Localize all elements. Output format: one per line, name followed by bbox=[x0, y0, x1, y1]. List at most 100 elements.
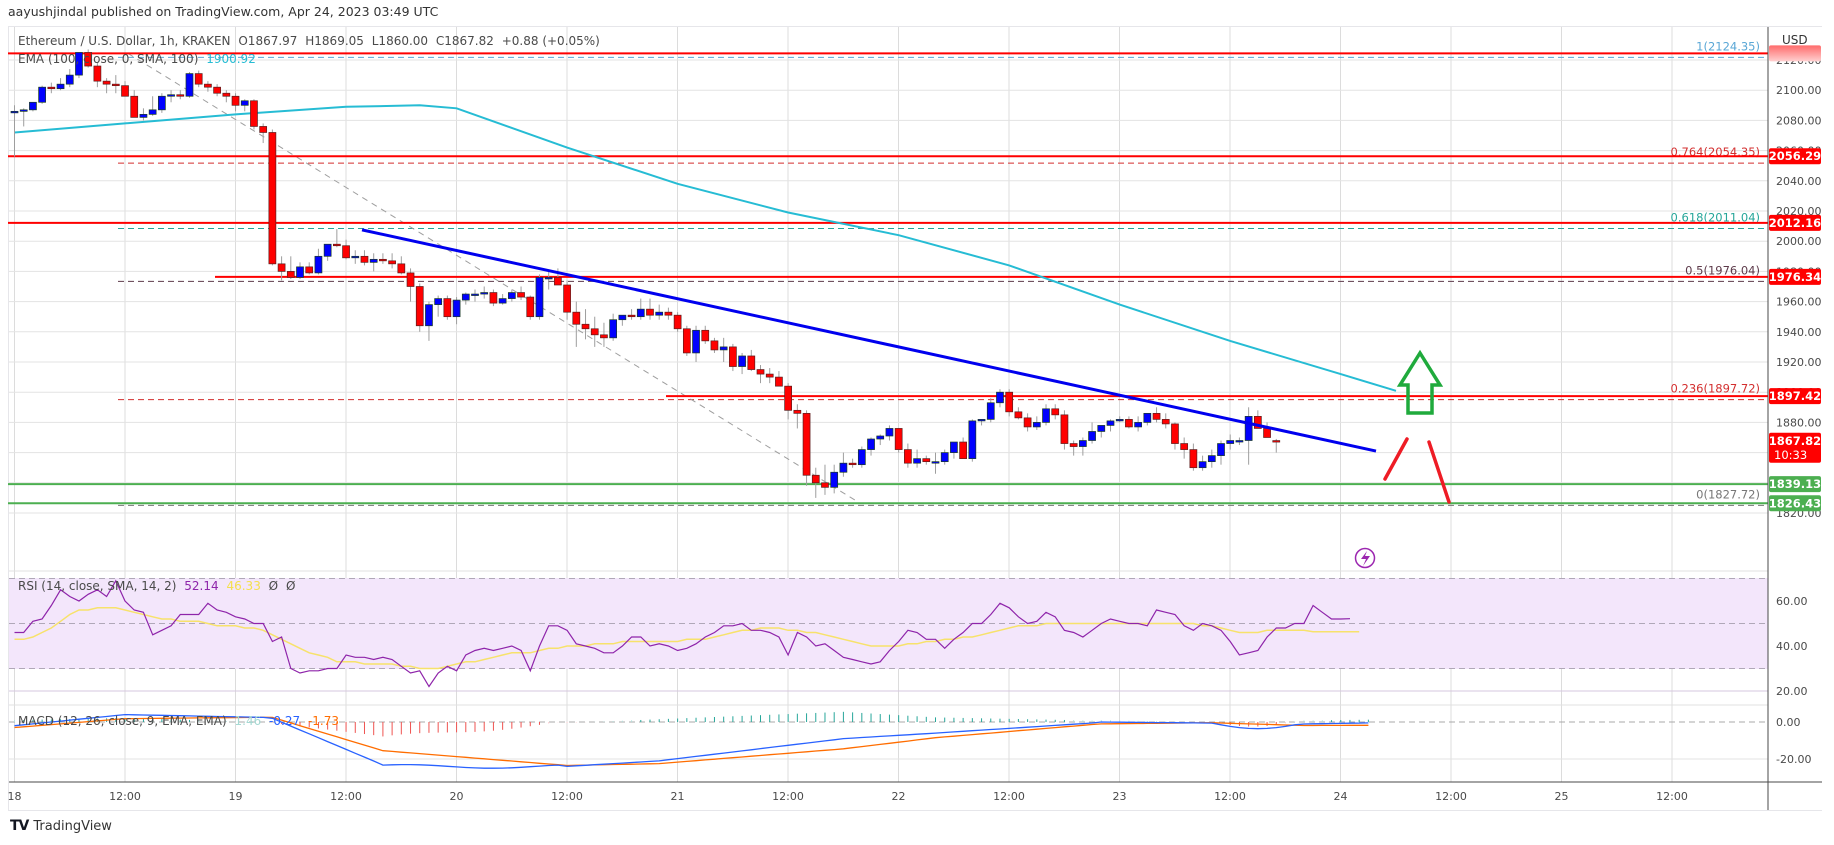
candle-up bbox=[1106, 420, 1115, 426]
candle-down bbox=[102, 80, 111, 85]
candle-down bbox=[793, 409, 802, 414]
candle-up bbox=[1226, 440, 1235, 444]
rsi-tick-label: 40.00 bbox=[1776, 640, 1808, 653]
candle-down bbox=[1189, 449, 1198, 469]
candle-down bbox=[821, 482, 829, 488]
time-tick-label: 22 bbox=[892, 790, 906, 803]
candle-up bbox=[719, 346, 728, 351]
candle-down bbox=[682, 328, 691, 354]
price-tag-label: 1839.13 bbox=[1769, 477, 1821, 491]
time-tick-label: 25 bbox=[1555, 790, 1569, 803]
candle-down bbox=[415, 286, 424, 327]
candle-up bbox=[452, 299, 461, 318]
candle-up bbox=[867, 438, 875, 450]
candle-down bbox=[1180, 443, 1189, 450]
annotations bbox=[1354, 349, 1451, 569]
forecast-down-stroke bbox=[1427, 440, 1451, 504]
candle-up bbox=[65, 74, 74, 85]
fib-level-label: 0.618(2011.04) bbox=[1671, 211, 1760, 225]
candle-up bbox=[425, 304, 433, 327]
candle-up bbox=[636, 308, 645, 318]
candle-down bbox=[904, 449, 912, 464]
time-tick-label: 12:00 bbox=[330, 790, 362, 803]
fib-level-label: 0(1827.72) bbox=[1696, 487, 1760, 501]
candle-up bbox=[139, 114, 148, 118]
candle-up bbox=[692, 329, 700, 354]
candle-up bbox=[1217, 443, 1225, 456]
candle-up bbox=[148, 109, 157, 115]
price-tag-label: 1976.34 bbox=[1769, 270, 1821, 284]
ema-label: EMA (100, close, 0, SMA, 100) bbox=[18, 52, 199, 66]
candle-down bbox=[701, 329, 710, 342]
candle-down bbox=[775, 376, 783, 387]
candle-down bbox=[802, 412, 811, 476]
candle-up bbox=[544, 277, 553, 280]
candle-down bbox=[627, 314, 636, 318]
price-tag bbox=[1769, 388, 1821, 405]
candle-up bbox=[1079, 440, 1087, 447]
rsi-sma-value: 46.33 bbox=[226, 579, 261, 593]
candle-down bbox=[176, 94, 185, 97]
candle-up bbox=[158, 95, 166, 111]
candle-down bbox=[130, 95, 139, 118]
candle-down bbox=[517, 292, 525, 298]
lightning-bolt bbox=[1361, 551, 1370, 566]
candle-down bbox=[333, 243, 341, 247]
time-tick-label: 23 bbox=[1113, 790, 1127, 803]
ema-legend: EMA (100, close, 0, SMA, 100) 1900.92 bbox=[18, 52, 260, 66]
candle-down bbox=[259, 126, 268, 133]
candle-down bbox=[360, 255, 369, 263]
currency-label: USD bbox=[1782, 33, 1808, 47]
candle-down bbox=[756, 369, 765, 375]
price-tick-label: 2080.00 bbox=[1776, 114, 1822, 127]
candle-up bbox=[185, 73, 194, 97]
candle-up bbox=[655, 311, 664, 316]
candle-up bbox=[1198, 461, 1207, 469]
price-tag bbox=[1769, 45, 1821, 62]
time-tick-label: 12:00 bbox=[109, 790, 141, 803]
candle-down bbox=[710, 340, 719, 351]
candle-down bbox=[811, 474, 820, 484]
rsi-value: 52.14 bbox=[184, 579, 219, 593]
price-tag-label: 2056.29 bbox=[1769, 149, 1821, 163]
candle-down bbox=[268, 132, 277, 265]
candle-up bbox=[19, 109, 28, 112]
candle-up bbox=[351, 255, 360, 259]
macd-line bbox=[14, 713, 1369, 769]
candle-up bbox=[830, 471, 839, 488]
candle-down bbox=[443, 298, 452, 318]
price-tick-label: 2040.00 bbox=[1776, 175, 1822, 188]
candle-up bbox=[885, 428, 894, 437]
candle-up bbox=[323, 243, 332, 257]
price-tag-label: 2012.16 bbox=[1769, 216, 1821, 230]
candle-down bbox=[84, 52, 93, 67]
candle-down bbox=[554, 277, 562, 286]
tradingview-logo-icon: TV bbox=[10, 818, 29, 834]
brand-name[interactable]: TradingView bbox=[33, 818, 112, 834]
rsi-tick-label: 20.00 bbox=[1776, 685, 1808, 698]
candle-down bbox=[93, 65, 102, 82]
macd-tick-label: -20.00 bbox=[1776, 753, 1811, 766]
lightning-icon bbox=[1354, 547, 1376, 569]
ohlc-high: H1869.05 bbox=[305, 34, 364, 48]
price-tick-label: 1920.00 bbox=[1776, 356, 1822, 369]
candle-down bbox=[286, 271, 295, 278]
ohlc-low: L1860.00 bbox=[371, 34, 429, 48]
rsi-legend: RSI (14, close, SMA, 14, 2) 52.14 46.33 … bbox=[18, 579, 299, 593]
candle-down bbox=[1014, 411, 1023, 419]
time-tick-label: 20 bbox=[450, 790, 464, 803]
candle-up bbox=[1244, 416, 1253, 441]
candle-down bbox=[1253, 416, 1262, 429]
candle-down bbox=[922, 458, 931, 463]
symbol-title: Ethereum / U.S. Dollar, 1h, KRAKEN bbox=[18, 34, 231, 48]
ema-value: 1900.92 bbox=[206, 52, 256, 66]
macd-hist-value: 1.46 bbox=[234, 714, 262, 728]
candle-down bbox=[397, 263, 406, 274]
price-tag bbox=[1769, 268, 1821, 285]
macd-legend: MACD (12, 26, close, 9, EMA, EMA) 1.46 -… bbox=[18, 714, 343, 728]
candle-down bbox=[1005, 391, 1014, 413]
candle-up bbox=[314, 255, 323, 274]
ohlc-open: O1867.97 bbox=[238, 34, 298, 48]
candle-down bbox=[1125, 419, 1133, 428]
